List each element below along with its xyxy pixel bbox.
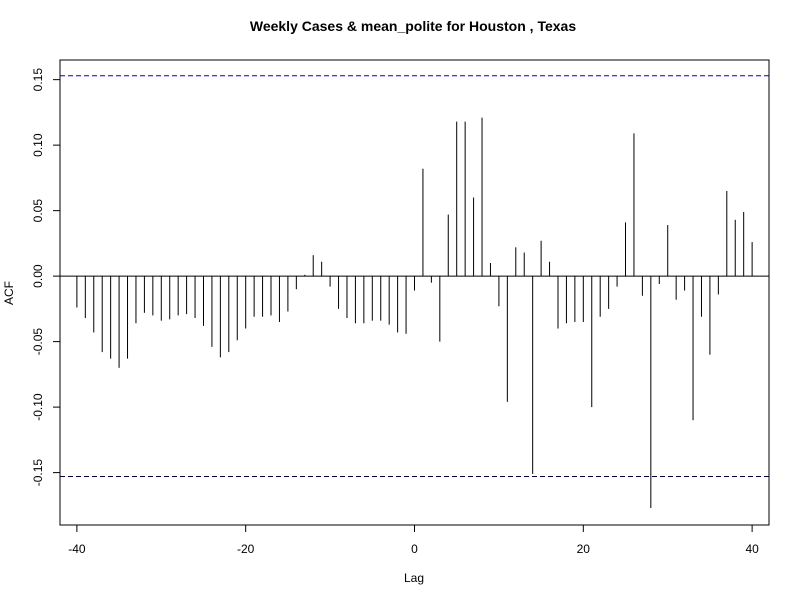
x-tick-label: -40 — [68, 542, 86, 556]
x-tick-label: 0 — [411, 542, 418, 556]
y-tick-label: -0.10 — [31, 393, 45, 421]
y-tick-label: 0.00 — [31, 264, 45, 288]
acf-bars — [76, 117, 753, 508]
x-axis: -40 -20 0 20 40 — [68, 524, 759, 556]
y-tick-label: 0.05 — [31, 199, 45, 223]
plot-frame — [59, 59, 770, 526]
x-tick-label: 20 — [577, 542, 591, 556]
y-tick-label: -0.05 — [31, 328, 45, 356]
chart-title: Weekly Cases & mean_polite for Houston ,… — [250, 18, 576, 34]
x-tick-label: 40 — [745, 542, 759, 556]
y-tick-label: 0.15 — [31, 68, 45, 92]
x-axis-label: Lag — [404, 571, 424, 585]
y-tick-label: 0.10 — [31, 133, 45, 157]
y-axis-label: ACF — [2, 281, 16, 305]
y-axis: -0.15 -0.10 -0.05 0.00 0.05 0.10 0.15 — [31, 68, 61, 487]
y-tick-label: -0.15 — [31, 459, 45, 487]
x-tick-label: -20 — [237, 542, 255, 556]
